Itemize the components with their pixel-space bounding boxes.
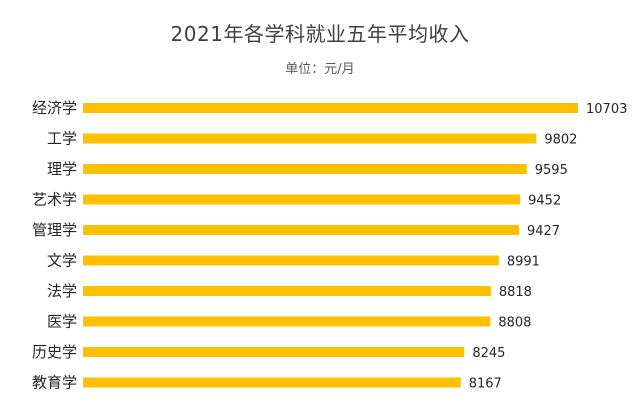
value-label: 9595 — [535, 163, 568, 178]
category-label: 历史学 — [32, 343, 77, 361]
category-label: 经济学 — [32, 99, 77, 117]
bar — [83, 347, 465, 357]
value-label: 8991 — [507, 255, 540, 270]
value-label: 8808 — [498, 316, 531, 331]
category-label: 工学 — [47, 130, 77, 148]
chart-subtitle: 单位：元/月 — [285, 62, 355, 77]
value-label: 9427 — [527, 224, 560, 239]
category-label: 管理学 — [32, 221, 77, 239]
bar — [83, 286, 491, 296]
bar — [83, 164, 527, 174]
chart-title: 2021年各学科就业五年平均收入 — [170, 22, 470, 46]
category-label: 法学 — [47, 282, 77, 300]
bar — [83, 194, 521, 205]
category-label: 艺术学 — [32, 191, 77, 209]
value-label: 8167 — [469, 377, 502, 392]
bar — [83, 133, 537, 144]
value-label: 8818 — [499, 285, 532, 300]
category-label: 理学 — [47, 160, 77, 178]
bar — [83, 316, 491, 327]
bar — [83, 225, 519, 235]
value-label: 9802 — [544, 133, 577, 148]
category-label: 文学 — [47, 252, 77, 270]
value-label: 8245 — [472, 346, 505, 361]
value-label: 10703 — [586, 102, 627, 117]
category-label: 教育学 — [32, 374, 77, 392]
value-label: 9452 — [528, 194, 561, 209]
bar — [83, 103, 578, 113]
category-label: 医学 — [47, 313, 77, 331]
bar — [83, 377, 461, 388]
bar — [83, 255, 499, 266]
